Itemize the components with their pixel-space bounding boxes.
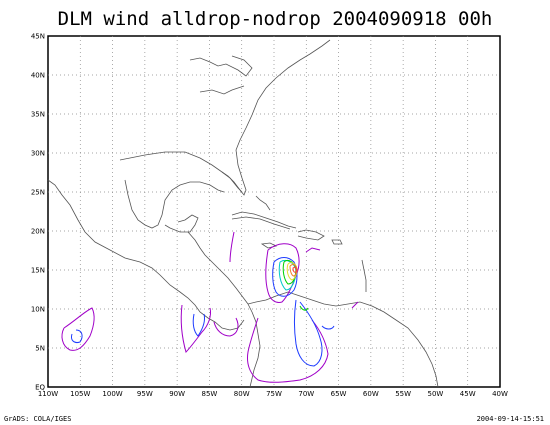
coastlines xyxy=(47,39,439,388)
x-tick-label: 75W xyxy=(266,390,282,398)
x-tick-label: 60W xyxy=(363,390,379,398)
y-tick-label: 10N xyxy=(31,306,45,314)
contours xyxy=(61,231,359,383)
y-tick-label: 5N xyxy=(35,345,45,353)
x-tick-label: 105W xyxy=(70,390,90,398)
x-tick-label: 110W xyxy=(38,390,58,398)
y-tick-label: 15N xyxy=(31,267,45,275)
x-tick-label: 45W xyxy=(460,390,476,398)
x-tick-label: 55W xyxy=(395,390,411,398)
y-tick-label: 45N xyxy=(31,33,45,41)
x-tick-label: 100W xyxy=(102,390,122,398)
y-tick-labels: EQ 5N 10N 15N 20N 25N 30N 35N 40N 45N xyxy=(31,33,46,392)
x-tick-labels: 110W 105W 100W 95W 90W 85W 80W 75W 70W 65W 60W 55W 5… xyxy=(38,390,508,398)
map-title: DLM wind alldrop-nodrop 2004090918 00h xyxy=(57,8,493,30)
x-tick-label: 65W xyxy=(331,390,347,398)
y-tick-label: 25N xyxy=(31,189,45,197)
footer-right: 2004-09-14-15:51 xyxy=(476,415,544,423)
y-tick-label: 40N xyxy=(31,72,45,80)
y-tick-label: 20N xyxy=(31,228,45,236)
x-tick-label: 80W xyxy=(234,390,250,398)
y-tick-label: EQ xyxy=(35,384,45,392)
grid-lines xyxy=(48,36,500,387)
y-tick-label: 35N xyxy=(31,111,45,119)
x-tick-label: 95W xyxy=(137,390,153,398)
y-tick-label: 30N xyxy=(31,150,45,158)
x-tick-label: 40W xyxy=(492,390,508,398)
x-tick-label: 90W xyxy=(169,390,185,398)
x-tick-label: 85W xyxy=(202,390,218,398)
footer-left: GrADS: COLA/IGES xyxy=(4,415,72,423)
x-tick-label: 50W xyxy=(428,390,444,398)
x-tick-label: 70W xyxy=(298,390,314,398)
